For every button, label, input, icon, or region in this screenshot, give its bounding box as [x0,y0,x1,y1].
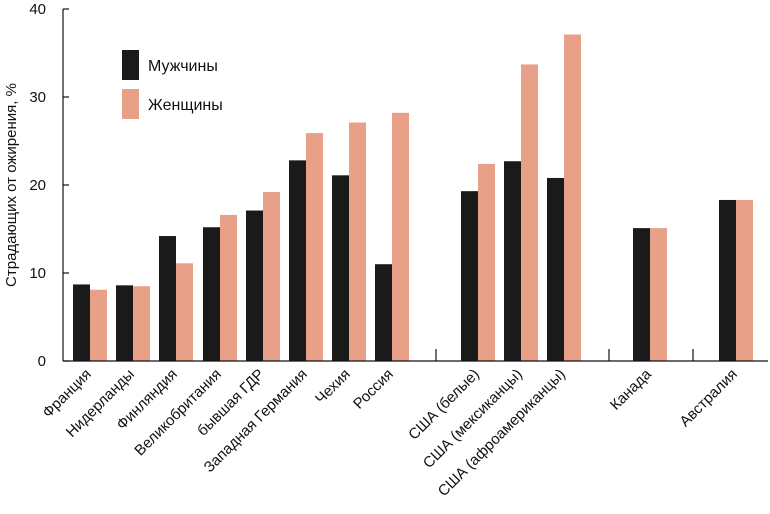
bar-women [220,215,237,361]
category-label: Канада [607,365,655,413]
legend: Мужчины Женщины [122,50,223,119]
bar-men [504,161,521,361]
category-label: Россия [350,366,397,413]
bar-men [116,285,133,361]
bar-women [392,113,409,361]
bar-women [306,133,323,361]
bar-men [719,200,736,361]
bar-women [736,200,753,361]
legend-label-men: Мужчины [148,58,218,75]
y-axis [63,9,69,361]
y-tick-label: 0 [38,353,46,370]
bar-men [246,211,263,361]
y-tick-label: 30 [29,89,46,106]
bar-men [375,264,392,361]
bar-women [90,290,107,361]
bar-men [633,228,650,361]
bar-men [159,236,176,361]
y-tick-labels: 0 10 20 30 40 [29,1,46,370]
bar-women [478,164,495,361]
legend-swatch-women [122,89,139,119]
bar-men [332,175,349,361]
category-labels: ФранцияНидерландыФинляндияВеликобритания… [39,365,740,500]
bar-men [73,284,90,361]
legend-label-women: Женщины [148,97,223,114]
bar-men [547,178,564,361]
bar-women [176,263,193,361]
category-label: Австралия [676,366,740,430]
bars [73,35,753,361]
bar-men [289,160,306,361]
bar-men [203,227,220,361]
bar-women [650,228,667,361]
legend-swatch-men [122,50,139,80]
bar-women [349,123,366,361]
bar-women [133,286,150,361]
bar-women [564,35,581,361]
y-tick-label: 40 [29,1,46,18]
y-axis-title: Страдающих от ожирения, % [3,83,20,287]
bar-women [521,64,538,361]
y-tick-label: 10 [29,265,46,282]
bar-women [263,192,280,361]
bar-men [461,191,478,361]
category-label: Чехия [312,366,354,408]
y-tick-label: 20 [29,177,46,194]
